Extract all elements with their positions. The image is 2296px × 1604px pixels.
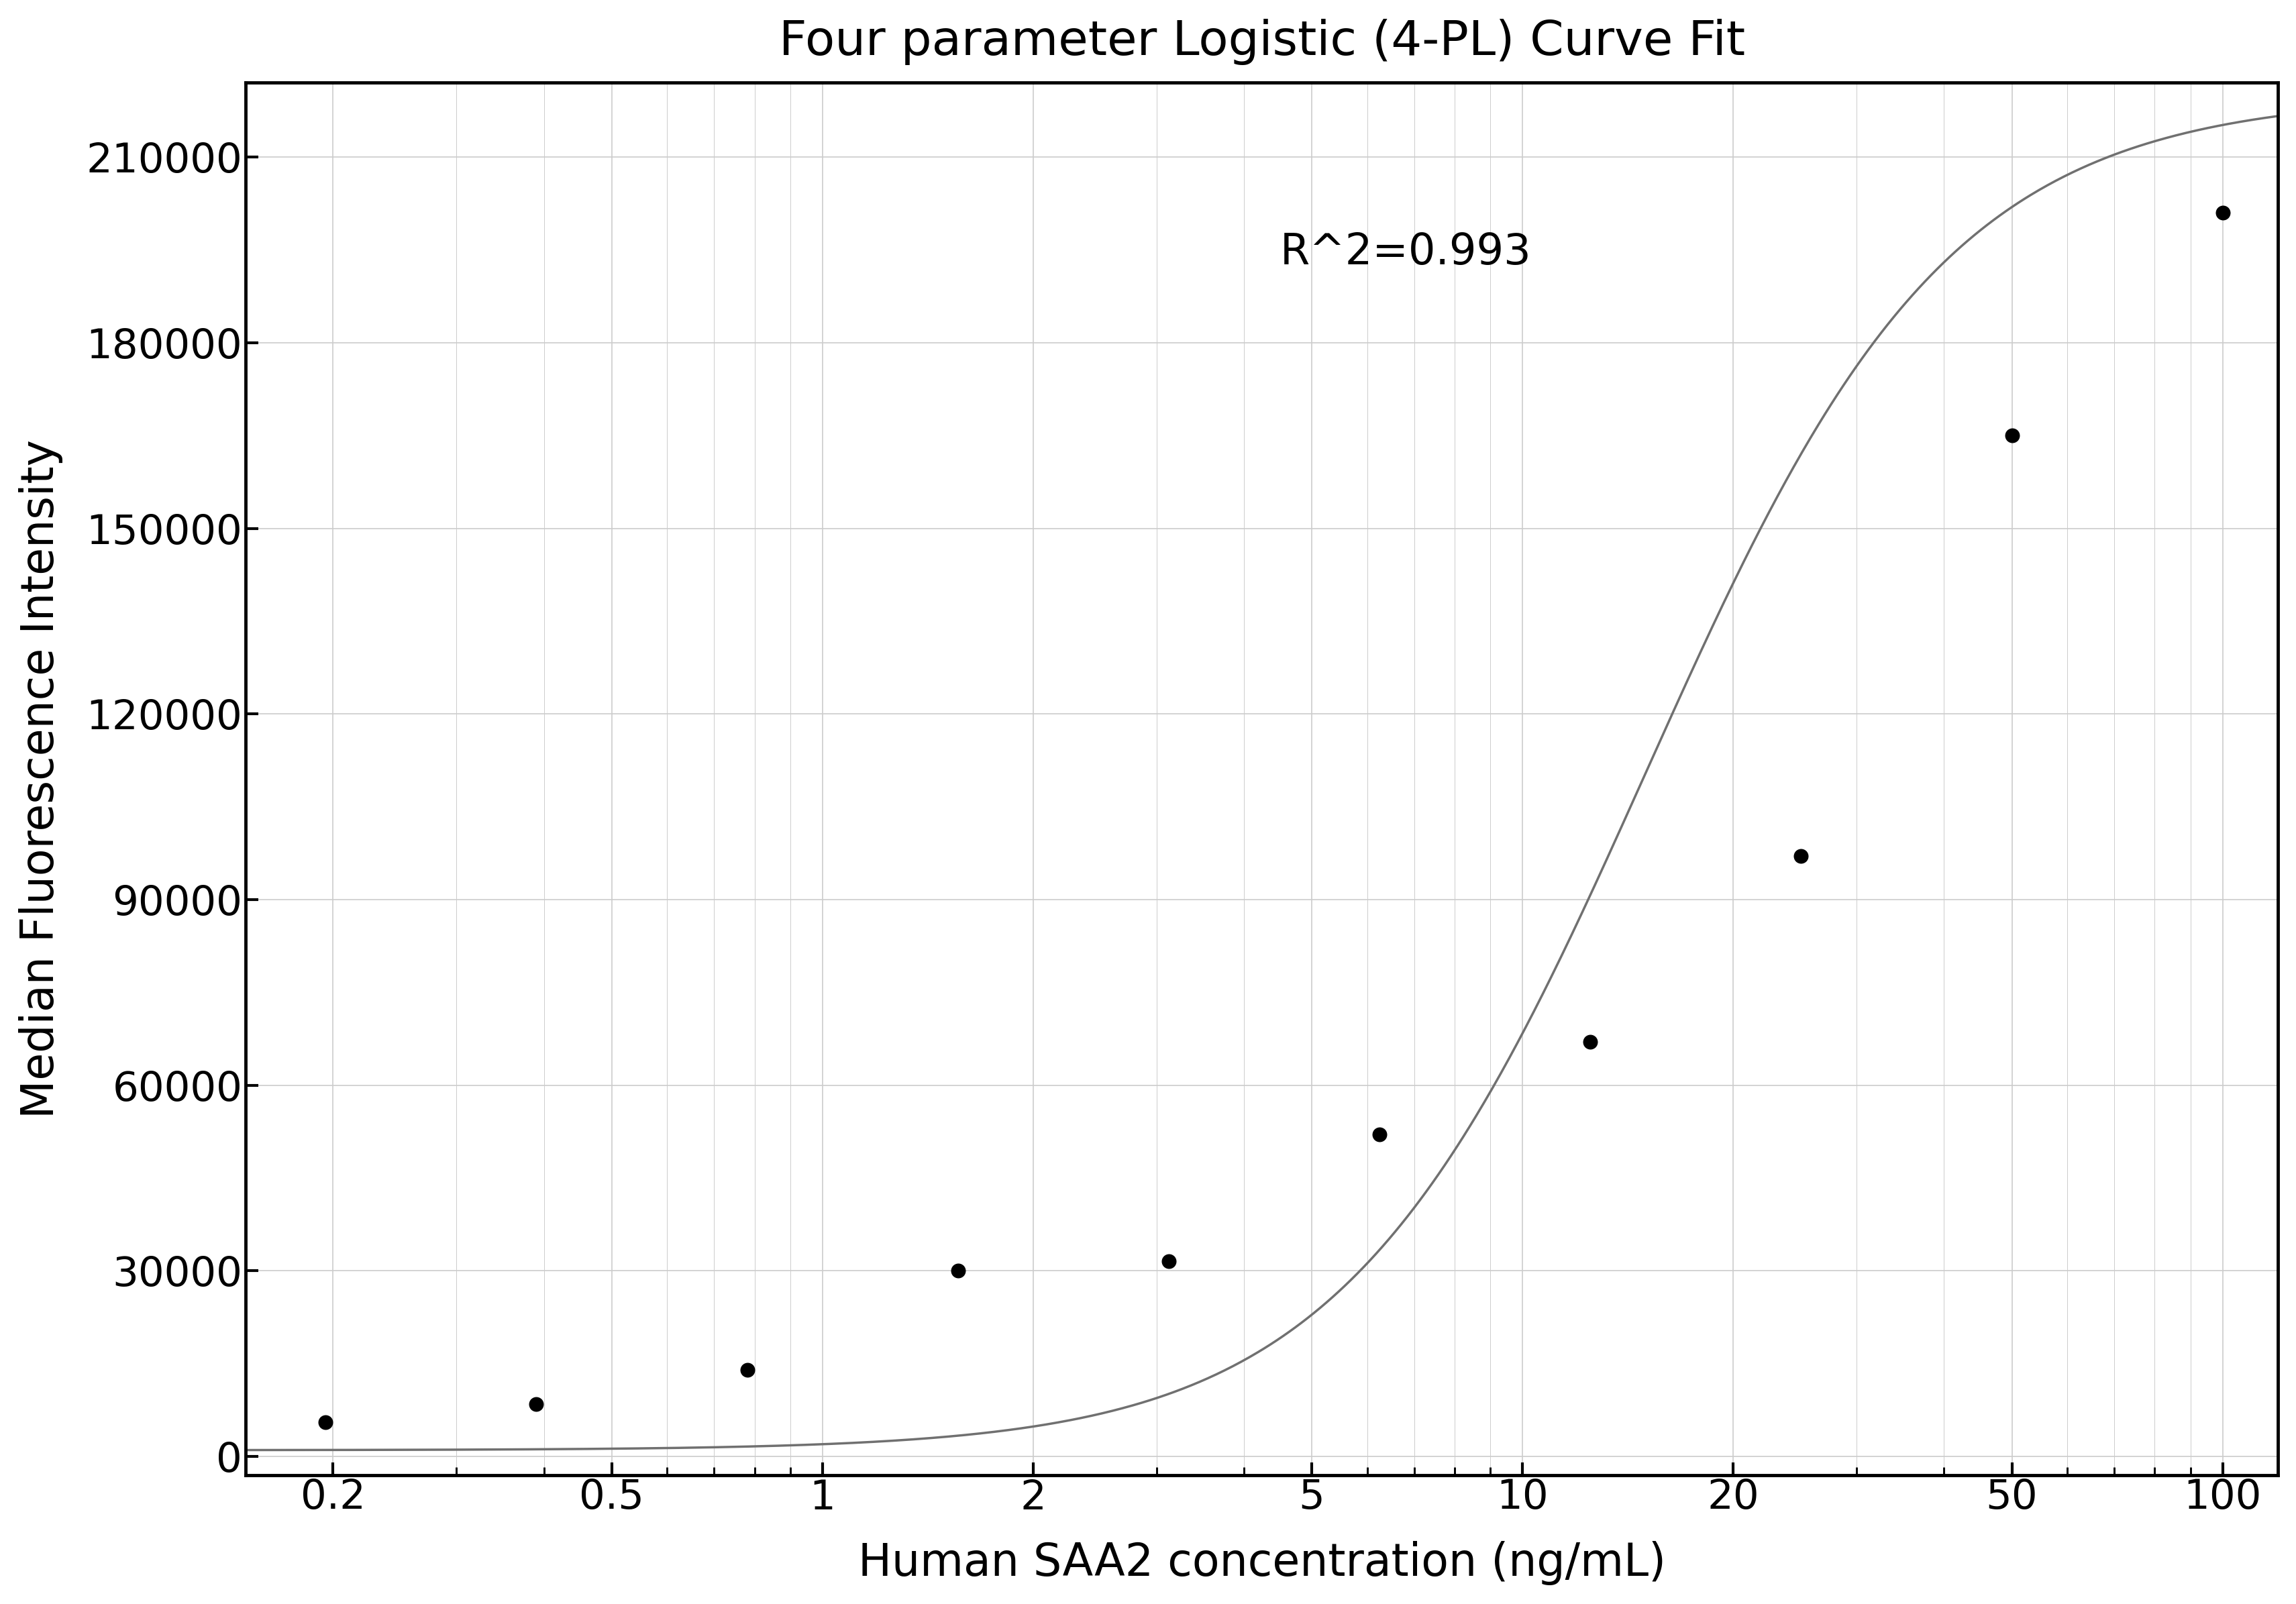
Point (1362, 1121, 1398, 1147)
Point (939, 1258, 976, 1283)
Point (1782, 844, 1818, 869)
Text: R^2=0.993: R^2=0.993 (1279, 231, 1531, 273)
Point (1570, 1030, 1607, 1055)
Point (517, 1391, 553, 1416)
Title: Four parameter Logistic (4-PL) Curve Fit: Four parameter Logistic (4-PL) Curve Fit (778, 19, 1745, 64)
Point (308, 1410, 344, 1436)
Point (1150, 1248, 1187, 1274)
Point (2204, 200, 2241, 226)
X-axis label: Human SAA2 concentration (ng/mL): Human SAA2 concentration (ng/mL) (859, 1541, 1665, 1585)
Point (728, 1357, 765, 1383)
Y-axis label: Median Fluorescence Intensity: Median Fluorescence Intensity (18, 439, 62, 1118)
Point (1993, 423, 2030, 449)
